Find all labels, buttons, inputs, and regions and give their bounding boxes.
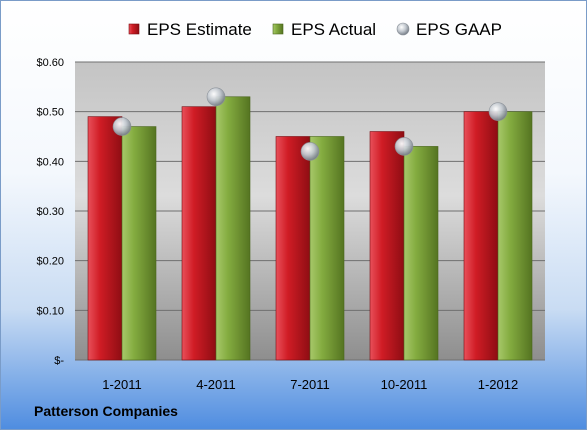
y-tick-label: $0.60 bbox=[36, 57, 64, 69]
legend-label-eps-gaap: EPS GAAP bbox=[416, 20, 502, 39]
bar-eps-actual bbox=[497, 111, 533, 361]
marker-eps-gaap bbox=[300, 142, 320, 161]
legend-swatch-eps-actual bbox=[272, 23, 284, 35]
x-tick-label: 1-2012 bbox=[478, 377, 518, 392]
marker-eps-gaap bbox=[112, 117, 132, 136]
y-tick-label: $- bbox=[54, 355, 64, 367]
marker-eps-gaap bbox=[206, 87, 226, 107]
y-tick-label: $0.20 bbox=[36, 256, 64, 268]
company-name: Patterson Companies bbox=[34, 403, 178, 419]
bar-eps-actual bbox=[403, 146, 439, 361]
y-tick-label: $0.30 bbox=[36, 206, 64, 218]
bar-eps-estimate bbox=[369, 131, 405, 361]
y-tick-label: $0.40 bbox=[36, 156, 64, 168]
bar-eps-estimate bbox=[87, 116, 123, 361]
y-tick-label: $0.10 bbox=[36, 305, 64, 317]
marker-eps-gaap bbox=[394, 137, 414, 156]
x-tick-label: 4-2011 bbox=[196, 377, 236, 392]
bar-eps-actual bbox=[215, 96, 251, 361]
legend-label-eps-estimate: EPS Estimate bbox=[147, 20, 252, 39]
bar-eps-actual bbox=[309, 136, 345, 361]
legend-swatch-eps-gaap bbox=[396, 22, 410, 36]
x-tick-label: 10-2011 bbox=[381, 377, 428, 392]
marker-eps-gaap bbox=[488, 102, 508, 121]
bar-eps-estimate bbox=[275, 136, 311, 361]
x-tick-label: 1-2011 bbox=[102, 377, 142, 392]
x-tick-label: 7-2011 bbox=[290, 377, 330, 392]
bar-eps-actual bbox=[121, 126, 157, 361]
legend-swatch-eps-estimate bbox=[128, 23, 140, 35]
bar-eps-estimate bbox=[463, 111, 499, 361]
legend-label-eps-actual: EPS Actual bbox=[291, 20, 376, 39]
y-tick-label: $0.50 bbox=[36, 107, 64, 119]
bar-eps-estimate bbox=[181, 106, 217, 361]
